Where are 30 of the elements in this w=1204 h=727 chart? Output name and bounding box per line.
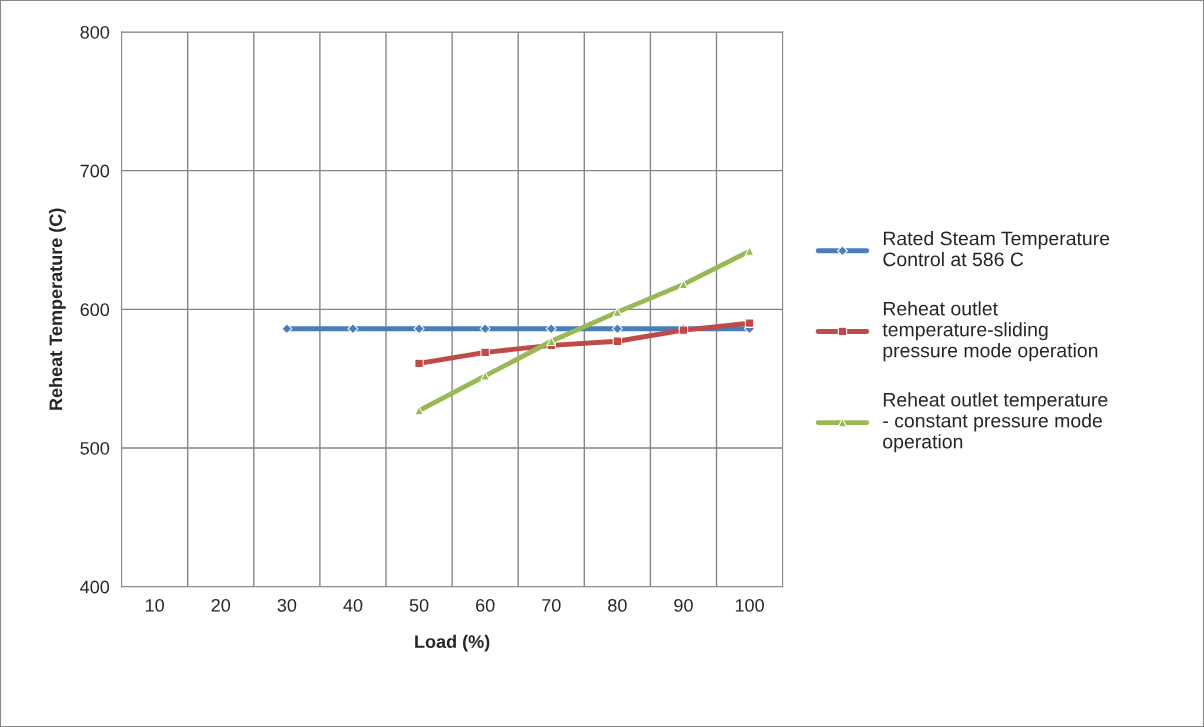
point bbox=[414, 358, 424, 369]
legend-label: Reheat outlet temperature-sliding pressure mode operation bbox=[882, 301, 1098, 362]
x-tick-label: 90 bbox=[674, 598, 693, 612]
x-axis-title: Load (%) bbox=[415, 634, 490, 652]
point bbox=[612, 336, 623, 346]
x-tick-label: 100 bbox=[735, 598, 764, 612]
point bbox=[347, 323, 359, 335]
point bbox=[744, 318, 755, 328]
point bbox=[479, 323, 491, 335]
point bbox=[281, 323, 293, 335]
x-tick-label: 20 bbox=[211, 598, 231, 612]
x-tick-label: 30 bbox=[277, 598, 297, 612]
x-tick-label: 50 bbox=[409, 598, 429, 612]
legend-label: Rated Steam Temperature Control at 586 C bbox=[883, 231, 1110, 267]
y-tick-label: 800 bbox=[80, 25, 110, 39]
point bbox=[480, 371, 490, 381]
point bbox=[612, 307, 623, 317]
y-tick-label: 700 bbox=[80, 164, 110, 178]
y-tick-label: 400 bbox=[80, 580, 110, 594]
point bbox=[413, 323, 425, 335]
y-axis-title: Reheat Temperature (C) bbox=[48, 208, 66, 410]
x-tick-label: 60 bbox=[476, 598, 495, 612]
y-tick-label: 500 bbox=[80, 441, 110, 455]
x-tick-label: 80 bbox=[608, 598, 627, 612]
x-tick-label: 70 bbox=[542, 598, 561, 612]
legend-label: Reheat outlet temperature - constant pressure mode operation bbox=[883, 392, 1108, 453]
y-tick-label: 600 bbox=[80, 303, 110, 317]
x-tick-label: 10 bbox=[145, 598, 164, 612]
x-tick-label: 40 bbox=[343, 598, 363, 612]
point bbox=[545, 323, 557, 335]
